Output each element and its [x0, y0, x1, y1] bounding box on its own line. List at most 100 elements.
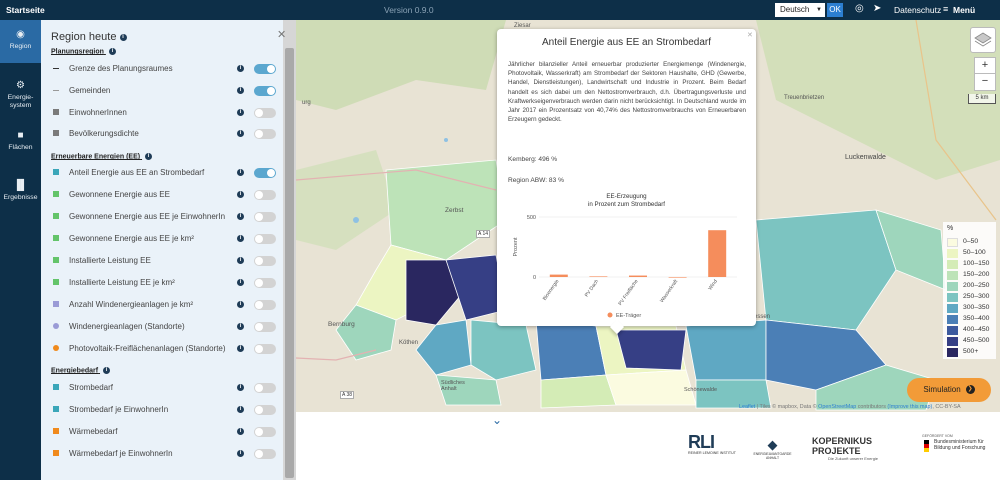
close-icon[interactable]: ✕ [747, 32, 753, 39]
toggle-switch[interactable] [254, 108, 276, 118]
layer-row-gemeinden[interactable]: Gemeinden i [51, 84, 277, 98]
toggle-switch[interactable] [254, 168, 276, 178]
layer-row-planungsraum[interactable]: Grenze des Planungsraumes i [51, 62, 277, 76]
toggle-switch[interactable] [254, 449, 276, 459]
info-icon[interactable]: i [108, 48, 116, 55]
info-icon[interactable]: i [237, 213, 244, 220]
section-title-ee: Erneuerbare Energien (EE) i [51, 153, 153, 160]
toggle-switch[interactable] [254, 129, 276, 139]
layer-row-strombedarf-einwohner[interactable]: Strombedarf je EinwohnerIn i [51, 403, 277, 417]
info-icon[interactable]: i [237, 323, 244, 330]
toggle-switch[interactable] [254, 300, 276, 310]
circle-symbol [53, 345, 59, 351]
toggle-switch[interactable] [254, 212, 276, 222]
layer-row-anzahl-wea[interactable]: Anzahl Windenergieanlagen je km² i [51, 298, 277, 312]
toggle-switch[interactable] [254, 322, 276, 332]
menu-button[interactable]: Menü [953, 5, 976, 15]
info-icon[interactable]: i [103, 367, 111, 374]
info-icon[interactable]: i [145, 153, 153, 160]
info-icon[interactable]: i [237, 301, 244, 308]
layer-row-installierte-leistung[interactable]: Installierte Leistung EE i [51, 254, 277, 268]
info-icon[interactable]: i [237, 191, 244, 198]
toggle-switch[interactable] [254, 190, 276, 200]
language-ok-button[interactable]: OK [827, 3, 843, 17]
nav-item-region[interactable]: ◉ Region [0, 20, 41, 63]
place-label: Treuenbrietzen [784, 95, 825, 101]
layer-row-wea-standorte[interactable]: Windenergieanlagen (Standorte) i [51, 320, 277, 334]
toggle-switch[interactable] [254, 383, 276, 393]
legend-label: 350–400 [963, 315, 990, 322]
info-icon[interactable]: i [237, 65, 244, 72]
info-icon[interactable]: i [237, 87, 244, 94]
globe-icon[interactable]: ◎ [855, 3, 864, 14]
info-icon[interactable]: i [237, 345, 244, 352]
legend-marker [607, 312, 613, 318]
toggle-switch[interactable] [254, 64, 276, 74]
legend-label: 150–200 [963, 271, 990, 278]
layer-label: Wärmebedarf je EinwohnerIn [69, 449, 173, 458]
info-icon[interactable]: i [237, 257, 244, 264]
language-select[interactable]: Deutsch ▼ [775, 3, 825, 17]
place-label: Jessen [751, 314, 771, 320]
layer-row-anteil-ee[interactable]: Anteil Energie aus EE an Strombedarf i [51, 166, 277, 180]
toggle-switch[interactable] [254, 278, 276, 288]
map-scale: 5 km [968, 94, 996, 104]
simulation-button[interactable]: Simulation ❯ [907, 378, 991, 402]
info-icon[interactable]: i [237, 130, 244, 137]
layer-row-installierte-leistung-km2[interactable]: Installierte Leistung EE je km² i [51, 276, 277, 290]
nav-item-ergebnisse[interactable]: ▐▌ Ergebnisse [0, 180, 41, 216]
improve-map-link[interactable]: (Improve this map) [887, 404, 933, 410]
layer-label: EinwohnerInnen [69, 108, 127, 117]
nav-label: Region [9, 43, 32, 50]
bar [589, 276, 608, 277]
info-icon[interactable]: i [237, 109, 244, 116]
map-legend: % 0–50 50–100 100–150 150–200 200–250 25… [943, 222, 996, 359]
info-icon[interactable]: i [237, 235, 244, 242]
layer-row-bevoelkerungsdichte[interactable]: Bevölkerungsdichte i [51, 127, 277, 141]
license-link[interactable]: , CC-BY-SA [932, 404, 961, 410]
layers-switcher-button[interactable] [970, 27, 996, 53]
popup-stat-region: Region ABW: 83 % [508, 177, 564, 184]
zoom-out-button[interactable]: − [974, 73, 996, 91]
info-icon[interactable]: i [237, 279, 244, 286]
toggle-switch[interactable] [254, 86, 276, 96]
toggle-switch[interactable] [254, 344, 276, 354]
nav-item-flaechen[interactable]: ■ Flächen [0, 130, 41, 166]
layers-icon [974, 32, 992, 47]
info-icon[interactable]: i [237, 406, 244, 413]
info-icon[interactable]: i [237, 384, 244, 391]
layer-row-pv-freiflaeche[interactable]: Photovoltaik-Freiflächenanlagen (Standor… [51, 342, 277, 356]
info-icon[interactable]: i [119, 33, 127, 41]
layer-row-einwohner[interactable]: EinwohnerInnen i [51, 106, 277, 120]
layer-row-waermebedarf-einwohner[interactable]: Wärmebedarf je EinwohnerIn i [51, 447, 277, 461]
scrollbar-thumb[interactable] [285, 48, 294, 478]
layer-row-strombedarf[interactable]: Strombedarf i [51, 381, 277, 395]
leaflet-link[interactable]: Leaflet [739, 404, 756, 410]
osm-link[interactable]: OpenStreetMap [818, 404, 857, 410]
toggle-switch[interactable] [254, 256, 276, 266]
toggle-switch[interactable] [254, 234, 276, 244]
panel-scrollbar[interactable] [283, 20, 296, 480]
layer-row-waermebedarf[interactable]: Wärmebedarf i [51, 425, 277, 439]
square-symbol [53, 428, 59, 434]
home-link[interactable]: Startseite [6, 5, 45, 15]
info-icon[interactable]: i [237, 450, 244, 457]
map-attribution: Leaflet | Tiles © mapbox, Data © OpenStr… [739, 404, 961, 410]
legend-swatch [947, 315, 958, 324]
layer-row-gewonnene-ee-km2[interactable]: Gewonnene Energie aus EE je km² i [51, 232, 277, 246]
menu-icon[interactable]: ≡ [943, 4, 949, 14]
info-icon[interactable]: i [237, 169, 244, 176]
layer-row-gewonnene-ee-einwohner[interactable]: Gewonnene Energie aus EE je EinwohnerIn … [51, 210, 277, 224]
nav-item-energiesystem[interactable]: ⚙ Energie-system [0, 80, 41, 120]
municipality [405, 259, 462, 326]
close-icon[interactable]: ✕ [277, 29, 287, 41]
toggle-switch[interactable] [254, 427, 276, 437]
info-icon[interactable]: i [237, 428, 244, 435]
toggle-switch[interactable] [254, 405, 276, 415]
simulation-label: Simulation [923, 385, 961, 394]
bmbf-name: Bundesministerium für Bildung und Forsch… [934, 439, 986, 451]
location-arrow-icon[interactable]: ➤ [873, 3, 882, 14]
layer-row-gewonnene-ee[interactable]: Gewonnene Energie aus EE i [51, 188, 277, 202]
chevron-down-icon[interactable]: ⌄ [492, 413, 503, 427]
privacy-link[interactable]: Datenschutz [894, 5, 942, 15]
